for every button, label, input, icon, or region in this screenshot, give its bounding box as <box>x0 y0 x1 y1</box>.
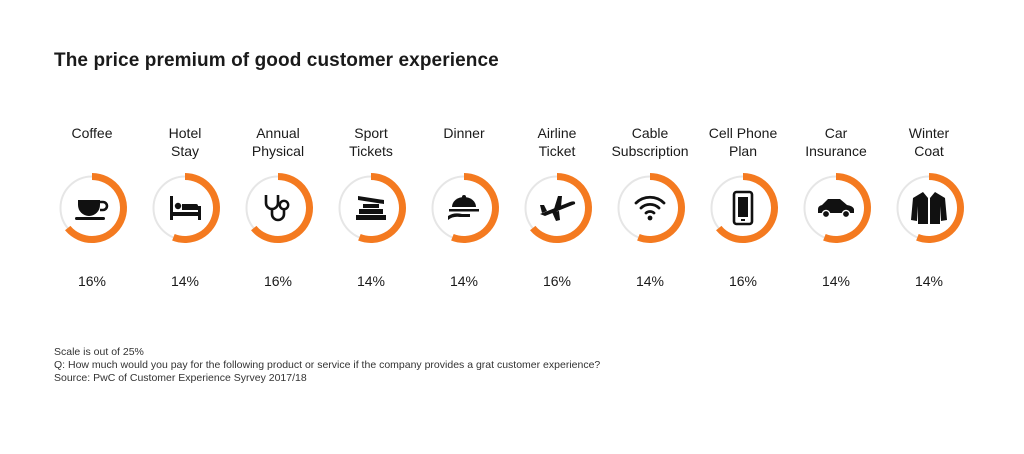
percent-value-label: 16% <box>728 273 758 289</box>
donut-ring <box>245 173 313 243</box>
percent-value-label: 14% <box>356 273 386 289</box>
chart-item: Airline Ticket 16% <box>502 124 612 294</box>
car-icon <box>818 199 854 219</box>
donut-ring <box>524 173 592 243</box>
donut-value-arc <box>172 173 220 243</box>
percent-value-label: 16% <box>77 273 107 289</box>
scale-note: Scale is out of 25% <box>54 346 144 358</box>
donut-value-arc <box>637 173 685 243</box>
donut-value-arc <box>530 173 592 243</box>
category-label: Cell Phone Plan <box>708 125 778 159</box>
donut-ring <box>338 173 406 243</box>
chart-item: Annual Physical 16% <box>223 124 333 294</box>
donut-value-arc <box>251 173 313 243</box>
category-label: Cable Subscription <box>611 125 689 159</box>
cell-phone-icon <box>732 190 754 226</box>
chart-item: Cell Phone Plan 16% <box>688 124 798 294</box>
donut-ring <box>710 173 778 243</box>
winter-coat-icon <box>911 192 947 224</box>
percent-value-label: 16% <box>263 273 293 289</box>
chart-title: The price premium of good customer exper… <box>54 50 499 71</box>
donut-ring <box>152 173 220 243</box>
coffee-cup-icon <box>75 200 109 220</box>
chart-item: Coffee 16% <box>37 124 147 294</box>
chart-notes: Scale is out of 25% Q: How much would yo… <box>54 346 600 385</box>
category-label: Winter Coat <box>908 125 950 159</box>
donut-ring <box>59 173 127 243</box>
percent-value-label: 14% <box>914 273 944 289</box>
chart-item: Cable Subscription 14% <box>595 124 705 294</box>
donut-ring <box>803 173 871 243</box>
donut-value-arc <box>358 173 406 243</box>
chart-item: Dinner 14% <box>409 124 519 294</box>
donut-value-arc <box>916 173 964 243</box>
donut-value-arc <box>716 173 778 243</box>
percent-value-label: 14% <box>821 273 851 289</box>
chart-item: Sport Tickets 14% <box>316 124 426 294</box>
donut-value-arc <box>65 173 127 243</box>
category-label: Annual Physical <box>251 125 305 159</box>
category-label: Sport Tickets <box>349 125 393 159</box>
category-label: Dinner <box>443 125 485 141</box>
donut-value-arc <box>823 173 871 243</box>
airplane-icon <box>540 196 576 221</box>
chart-item: Winter Coat 14% <box>874 124 984 294</box>
chart-item: Car Insurance 14% <box>781 124 891 294</box>
wifi-signal-icon <box>634 195 666 221</box>
percent-value-label: 14% <box>449 273 479 289</box>
hotel-bed-icon <box>170 196 201 220</box>
percent-value-label: 14% <box>635 273 665 289</box>
donut-ring <box>431 173 499 243</box>
donut-ring <box>896 173 964 243</box>
category-label: Airline Ticket <box>537 125 577 159</box>
donut-ring <box>617 173 685 243</box>
serving-cloche-icon <box>448 195 479 220</box>
stethoscope-icon <box>264 195 290 222</box>
category-label: Hotel Stay <box>168 125 202 159</box>
percent-value-label: 16% <box>542 273 572 289</box>
percent-value-label: 14% <box>170 273 200 289</box>
survey-question-note: Q: How much would you pay for the follow… <box>54 359 601 371</box>
category-label: Car Insurance <box>805 125 867 159</box>
donut-value-arc <box>451 173 499 243</box>
stadium-icon <box>356 196 386 220</box>
chart-item: Hotel Stay 14% <box>130 124 240 294</box>
source-note: Source: PwC of Customer Experience Syrve… <box>54 372 307 384</box>
category-label: Coffee <box>71 125 113 141</box>
